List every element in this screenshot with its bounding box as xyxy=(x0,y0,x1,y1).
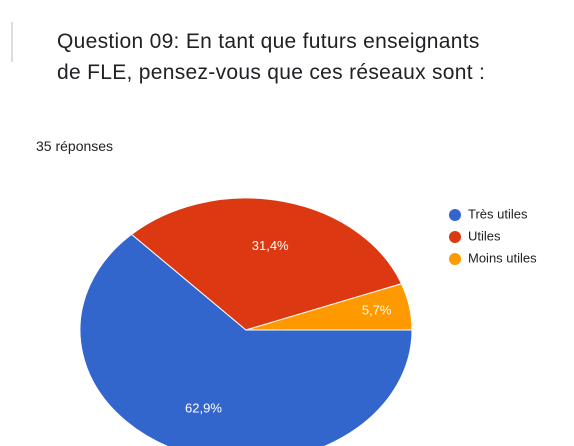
legend-swatch xyxy=(449,231,461,243)
pie-slice xyxy=(79,233,413,446)
pie-slice xyxy=(245,283,413,331)
legend-swatch xyxy=(449,209,461,221)
chart-title: Question 09: En tant que futurs enseigna… xyxy=(57,30,486,84)
legend-label: Utiles xyxy=(468,228,501,243)
legend-label: Moins utiles xyxy=(468,250,537,265)
pie-slice xyxy=(130,197,403,331)
data-label: 5,7% xyxy=(362,303,392,318)
legend-label: Très utiles xyxy=(468,206,528,221)
chart-subtitle: 35 réponses xyxy=(36,138,114,154)
legend-swatch xyxy=(449,253,461,265)
data-label: 62,9% xyxy=(185,400,222,415)
data-label: 31,4% xyxy=(252,238,289,253)
